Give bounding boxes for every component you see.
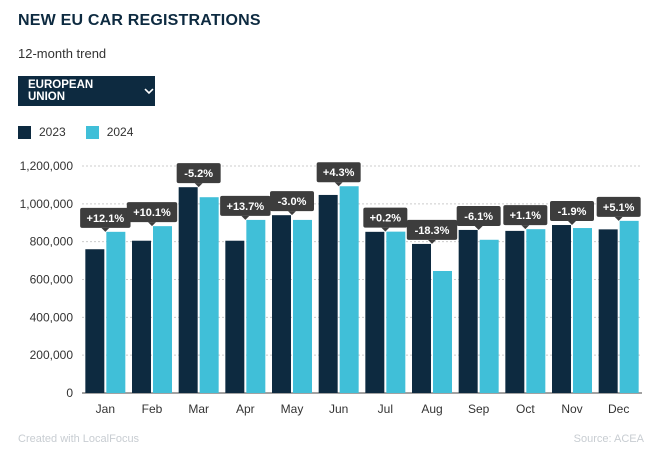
bar-2023 xyxy=(272,215,291,393)
chart-title: NEW EU CAR REGISTRATIONS xyxy=(18,12,261,29)
bar-2024 xyxy=(339,186,359,393)
change-label-pointer xyxy=(148,222,156,227)
bar-2023 xyxy=(365,231,385,393)
change-label: -18.3% xyxy=(415,225,450,237)
change-label: +13.7% xyxy=(227,201,265,213)
bar-2024 xyxy=(386,231,406,393)
change-label: +5.1% xyxy=(603,202,635,214)
change-label-pointer xyxy=(521,225,530,230)
change-label: +0.2% xyxy=(370,213,402,225)
change-label: -5.2% xyxy=(184,168,213,180)
change-label-pointer xyxy=(101,227,110,232)
change-label-bg xyxy=(550,201,594,222)
change-label-bg xyxy=(220,195,271,216)
change-label-pointer xyxy=(568,221,576,226)
change-label-pointer xyxy=(334,182,343,187)
y-tick-label: 400,000 xyxy=(30,310,74,324)
change-label-pointer xyxy=(474,225,483,230)
bar-2024 xyxy=(479,239,499,393)
change-label: +4.3% xyxy=(323,167,355,179)
y-tick-label: 600,000 xyxy=(30,273,74,287)
bar-2023 xyxy=(598,229,618,393)
change-label-bg xyxy=(596,196,641,217)
legend-swatch-2024 xyxy=(85,125,99,139)
bar-2023 xyxy=(132,240,151,393)
change-label-pointer xyxy=(194,183,203,188)
x-tick-label: Dec xyxy=(608,402,629,416)
change-label-bg xyxy=(406,219,458,240)
x-tick-label: Jan xyxy=(96,402,115,416)
change-label: +10.1% xyxy=(133,207,171,219)
chevron-down-icon xyxy=(144,88,154,95)
region-dropdown[interactable]: EUROPEAN UNION xyxy=(18,76,155,106)
change-label: -3.0% xyxy=(278,196,307,208)
x-tick-label: Nov xyxy=(561,402,582,416)
credit-text: Created with LocalFocus xyxy=(18,433,140,445)
bar-2024 xyxy=(106,231,126,393)
x-tick-label: Jul xyxy=(378,402,393,416)
change-label-bg xyxy=(503,205,548,226)
change-label: -1.9% xyxy=(558,206,587,218)
legend-item-2024[interactable]: 2024 xyxy=(85,125,134,139)
bar-2024 xyxy=(526,229,546,393)
change-label-bg xyxy=(176,163,221,184)
bar-2024 xyxy=(619,220,639,393)
change-label-pointer xyxy=(614,216,623,221)
region-dropdown-label: EUROPEAN UNION xyxy=(28,79,94,103)
y-tick-label: 800,000 xyxy=(30,235,74,249)
change-label-bg xyxy=(456,205,501,226)
bar-2023 xyxy=(552,225,571,393)
x-tick-label: Jun xyxy=(329,402,348,416)
legend-label-2023: 2023 xyxy=(39,125,66,139)
bar-2023 xyxy=(85,249,105,393)
x-tick-label: Sep xyxy=(468,402,490,416)
legend-item-2023[interactable]: 2023 xyxy=(18,125,66,139)
bar-2023 xyxy=(412,243,431,393)
bar-2024 xyxy=(293,219,312,393)
bar-2024 xyxy=(153,226,172,393)
change-label-pointer xyxy=(381,227,390,232)
x-tick-label: Aug xyxy=(421,402,442,416)
bar-2023 xyxy=(178,187,198,393)
x-tick-label: Apr xyxy=(236,402,255,416)
y-tick-label: 200,000 xyxy=(30,348,74,362)
change-label: +12.1% xyxy=(87,213,125,225)
legend: 2023 2024 xyxy=(18,125,153,139)
bar-2024 xyxy=(573,228,592,393)
change-label-pointer xyxy=(288,211,296,216)
y-tick-label: 1,200,000 xyxy=(20,159,74,173)
x-tick-label: Mar xyxy=(188,402,209,416)
bar-2023 xyxy=(458,229,478,393)
x-tick-label: Feb xyxy=(142,402,163,416)
change-label-bg xyxy=(270,191,314,212)
change-label-pointer xyxy=(428,239,436,244)
chart-subtitle: 12-month trend xyxy=(18,46,107,61)
change-label: -6.1% xyxy=(464,211,493,223)
bar-2024 xyxy=(433,270,452,393)
x-tick-label: Oct xyxy=(516,402,535,416)
source-text: Source: ACEA xyxy=(573,433,644,445)
change-label: +1.1% xyxy=(510,210,542,222)
legend-swatch-2023 xyxy=(18,125,31,139)
bar-2023 xyxy=(505,230,525,393)
change-label-bg xyxy=(363,207,408,228)
y-tick-label: 1,000,000 xyxy=(20,197,74,211)
change-label-bg xyxy=(80,207,131,228)
bar-2023 xyxy=(225,240,245,393)
bar-2024 xyxy=(246,219,266,393)
bar-2023 xyxy=(318,194,338,393)
change-label-pointer xyxy=(241,215,250,220)
bar-2024 xyxy=(199,197,219,393)
x-tick-label: May xyxy=(281,402,304,416)
legend-label-2024: 2024 xyxy=(106,125,134,139)
change-label-bg xyxy=(126,202,178,223)
change-label-bg xyxy=(316,162,361,183)
y-tick-label: 0 xyxy=(66,386,73,400)
